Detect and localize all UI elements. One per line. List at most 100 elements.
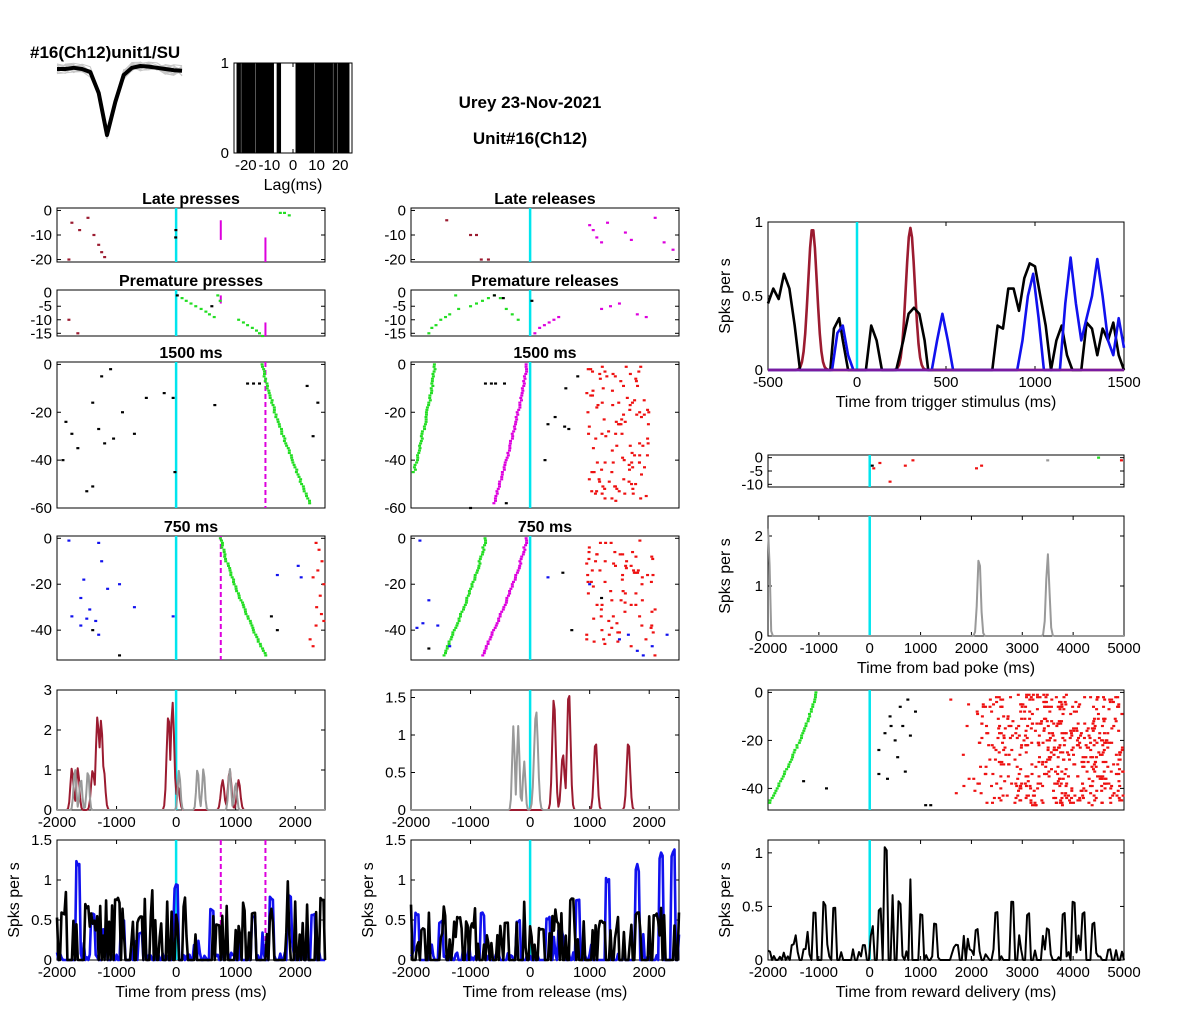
- isi-bar: [262, 63, 267, 153]
- isi-bar: [250, 63, 256, 153]
- premature_presses-ytick-label: 0: [44, 285, 52, 302]
- psth_release_combined-xtick-label: 1000: [573, 814, 606, 831]
- psth_release-ytick-label: 1.5: [385, 832, 406, 849]
- isi-bar: [309, 63, 315, 153]
- late_releases-axes-box: [410, 207, 680, 263]
- psth_trigger-series-darkred: [768, 226, 1124, 372]
- isi-bar: [333, 63, 338, 153]
- premature_presses-title: Premature presses: [119, 273, 263, 290]
- raster_750_press-ytick-label: -40: [30, 622, 52, 639]
- waveform-trace: [56, 63, 183, 132]
- psth_bad_poke-xtick-label: 2000: [955, 640, 988, 657]
- raster_1500_press-ytick-label: -40: [30, 452, 52, 469]
- psth_reward-panel: -2000 -1000 0 1000 2000 3000 4000 5000 0 0.5 1 Time…: [717, 839, 1141, 1001]
- premature_releases-ytick-label: -10: [384, 312, 406, 329]
- psth_bad_poke-ylabel: Spks per s: [717, 538, 734, 614]
- psth_trigger-xtick-label: 1000: [1018, 374, 1051, 391]
- raster_1500_press-axes-box: [56, 361, 326, 509]
- premature_presses-ytick-label: -10: [30, 312, 52, 329]
- raster_reward-ytick-label: 0: [755, 684, 763, 701]
- waveform-trace: [56, 63, 183, 136]
- psth_release-series-black: [409, 897, 681, 962]
- psth_trigger-xtick-label: -500: [753, 374, 783, 391]
- isi-xtick-label: -20: [235, 157, 257, 174]
- psth_press_combined-xtick-label: 2000: [279, 814, 312, 831]
- raster_1500_press-ytick-label: -20: [30, 404, 52, 421]
- waveform-trace: [56, 61, 183, 140]
- psth_reward-xtick-label: -2000: [749, 964, 787, 981]
- psth_reward-xlabel: Time from reward delivery (ms): [836, 984, 1057, 1001]
- late_releases-ytick-label: -10: [384, 227, 406, 244]
- premature_releases-ytick-label: -15: [384, 325, 406, 342]
- psth_press-xtick-label: -2000: [38, 964, 76, 981]
- psth_press_combined-xtick-label: -2000: [38, 814, 76, 831]
- waveform-trace: [56, 65, 183, 135]
- waveform-trace: [56, 63, 183, 140]
- isi-bar: [266, 63, 271, 153]
- premature_presses-panel: -5-10-15 0 Premature presses: [30, 273, 326, 342]
- late_presses-title: Late presses: [142, 191, 240, 208]
- raster_1500_release-ytick-label: -40: [384, 452, 406, 469]
- psth_bad_poke-series-gray: [767, 528, 1124, 637]
- psth_reward-ytick-label: 0.5: [742, 898, 763, 915]
- psth_trigger-series-black: [766, 262, 1126, 372]
- psth_bad_poke-xtick-label: -1000: [800, 640, 838, 657]
- raster_bad_poke-panel: 0-5-10: [741, 450, 1125, 493]
- psth_reward-ylabel: Spks per s: [717, 862, 734, 938]
- late_releases-ytick-label: -20: [384, 252, 406, 269]
- psth_release-xtick-label: 1000: [573, 964, 606, 981]
- psth_release-ylabel: Spks per s: [360, 862, 377, 938]
- premature_presses-axes-box: [56, 289, 326, 337]
- psth_press-series-black: [55, 880, 327, 962]
- psth_bad_poke-xtick-label: -2000: [749, 640, 787, 657]
- psth_trigger-xlabel: Time from trigger stimulus (ms): [836, 394, 1057, 411]
- psth_press_combined-ytick-label: 0: [44, 802, 52, 819]
- psth_press-xtick-label: 2000: [279, 964, 312, 981]
- psth_release_combined-xtick-label: -2000: [392, 814, 430, 831]
- late_releases-ytick-label: 0: [398, 202, 406, 219]
- premature_releases-ytick-label: -5: [393, 298, 406, 315]
- psth_trigger-xtick-label: 0: [853, 374, 861, 391]
- late_presses-ytick-label: -20: [30, 252, 52, 269]
- psth_press_combined-axes-box: [56, 689, 326, 811]
- psth_press_combined-ytick-label: 1: [44, 762, 52, 779]
- psth_reward-ytick-label: 1: [755, 845, 763, 862]
- isi-bar: [341, 63, 346, 153]
- isi-bar: [299, 63, 304, 153]
- psth_release_combined-ytick-label: 0.5: [385, 765, 406, 782]
- psth_release-xlabel: Time from release (ms): [463, 984, 628, 1001]
- isi-xlabel: Lag(ms): [264, 177, 323, 194]
- waveform-trace: [56, 62, 183, 135]
- raster_bad_poke-ytick-label: 0: [755, 450, 763, 467]
- psth_press-xtick-label: 0: [172, 964, 180, 981]
- isi-ytick-label: 0: [221, 145, 229, 162]
- psth_release_combined-series-gray: [411, 711, 679, 811]
- psth_bad_poke-xtick-label: 5000: [1107, 640, 1140, 657]
- psth_press-ylabel: Spks per s: [6, 862, 23, 938]
- unit-label: #16(Ch12)unit1/SU: [30, 43, 180, 62]
- psth_press-ytick-label: 1: [44, 872, 52, 889]
- figure-title-line2: Unit#16(Ch12): [473, 129, 587, 148]
- isi-bar: [338, 63, 343, 153]
- psth_press-xtick-label: 1000: [219, 964, 252, 981]
- psth_press_combined-xtick-label: 0: [172, 814, 180, 831]
- psth_trigger-ytick-label: 0.5: [742, 288, 763, 305]
- raster_750_press-panel: 0 -20 -40 750 ms: [30, 519, 326, 661]
- psth_press_combined-series-gray: [57, 768, 325, 811]
- psth_release_combined-xtick-label: 2000: [633, 814, 666, 831]
- psth_release_combined-axes-box: [410, 689, 680, 811]
- raster_1500_press-panel: 0 -20 -40 -60 1500 ms: [30, 345, 326, 517]
- raster_reward-ytick-label: -20: [741, 732, 763, 749]
- psth_reward-series-black: [767, 846, 1125, 961]
- psth_trigger-ytick-label: 0: [755, 362, 763, 379]
- premature_releases-title: Premature releases: [471, 273, 619, 290]
- raster_reward-ytick-label: -40: [741, 780, 763, 797]
- raster_1500_press-title: 1500 ms: [159, 345, 222, 362]
- psth_press_combined-series-darkred: [57, 701, 325, 811]
- psth_bad_poke-ytick-label: 0: [755, 628, 763, 645]
- isi-bar: [243, 63, 248, 153]
- raster_bad_poke-ytick-label: -10: [741, 476, 763, 493]
- isi-bar: [295, 63, 300, 153]
- raster_1500_release-axes-box: [410, 361, 680, 509]
- psth_bad_poke-xtick-label: 3000: [1006, 640, 1039, 657]
